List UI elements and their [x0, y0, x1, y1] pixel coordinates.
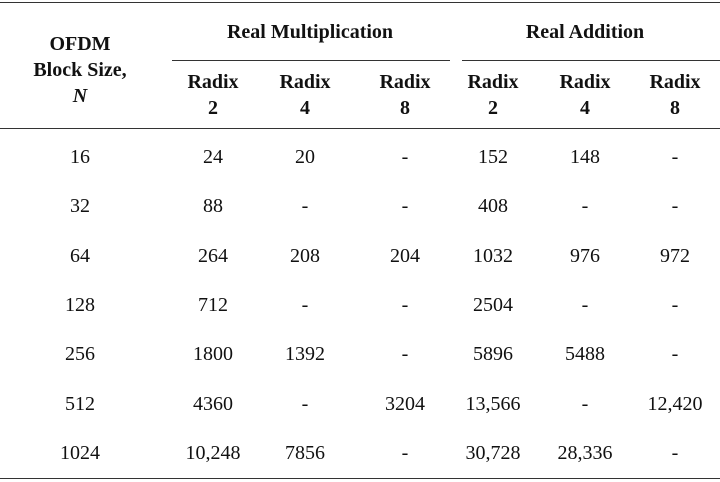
data-cell: - [301, 392, 309, 415]
subheader-word: Radix [467, 71, 519, 93]
subheader-number: 2 [488, 97, 498, 119]
group-header: Real Addition [525, 21, 645, 43]
data-cell: 24 [203, 146, 223, 168]
data-cell: 152 [478, 146, 508, 168]
data-cell: - [581, 195, 589, 218]
data-cell: 1032 [473, 244, 513, 267]
row-label: 64 [70, 244, 90, 267]
data-cell: 208 [290, 244, 320, 267]
row-header-line: Block Size, [33, 59, 127, 81]
data-cell: - [401, 343, 409, 366]
top-rule [0, 2, 720, 3]
data-cell: 3204 [385, 392, 425, 415]
subheader-number: 8 [670, 97, 680, 119]
group-header: Real Multiplication [226, 21, 394, 43]
group-rule [172, 60, 450, 61]
data-cell: 13,566 [465, 392, 521, 415]
data-cell: 7856 [285, 441, 325, 464]
data-cell: 88 [203, 195, 223, 218]
data-cell: 264 [198, 244, 228, 267]
bottom-rule [0, 478, 720, 479]
data-cell: 408 [478, 195, 508, 218]
data-cell: 976 [570, 244, 600, 267]
data-cell: 5488 [565, 343, 605, 366]
data-cell: - [401, 293, 409, 316]
row-label: 16 [70, 146, 90, 168]
data-cell: - [581, 392, 589, 415]
subheader: Radix 4 [559, 69, 610, 121]
data-cell: 28,336 [557, 441, 613, 464]
row-label: 512 [65, 392, 95, 415]
subheader-word: Radix [379, 71, 431, 93]
data-cell: 204 [390, 244, 420, 267]
row-label: 128 [65, 293, 95, 316]
data-cell: 712 [198, 293, 228, 316]
data-cell: 1800 [193, 343, 233, 366]
data-cell: - [671, 343, 679, 366]
row-label: 1024 [60, 441, 100, 464]
data-cell: - [671, 195, 679, 218]
data-cell: - [671, 441, 679, 464]
data-cell: 30,728 [465, 441, 521, 464]
data-cell: 12,420 [647, 392, 703, 415]
data-cell: 5896 [473, 343, 513, 366]
subheader: Radix 8 [379, 69, 430, 121]
row-label: 32 [70, 195, 90, 218]
row-header-line: OFDM [49, 33, 111, 55]
data-cell: 972 [660, 244, 690, 267]
subheader: Radix 4 [279, 69, 330, 121]
data-cell: - [671, 146, 679, 168]
data-cell: - [401, 146, 409, 168]
subheader: Radix 2 [187, 69, 238, 121]
data-cell: - [671, 293, 679, 316]
data-cell: 10,248 [185, 441, 241, 464]
row-label: 256 [65, 343, 95, 366]
subheader-word: Radix [187, 71, 239, 93]
subheader: Radix 8 [649, 69, 700, 121]
data-cell: - [301, 195, 309, 218]
subheader-word: Radix [649, 71, 701, 93]
data-cell: - [301, 293, 309, 316]
subheader-number: 2 [208, 97, 218, 119]
data-cell: - [401, 195, 409, 218]
data-cell: 4360 [193, 392, 233, 415]
subheader-number: 8 [400, 97, 410, 119]
data-cell: 20 [295, 146, 315, 168]
subheader-word: Radix [559, 71, 611, 93]
subheader: Radix 2 [467, 69, 518, 121]
group-rule [462, 60, 720, 61]
data-cell: 148 [570, 146, 600, 168]
data-cell: 2504 [473, 293, 513, 316]
row-header: OFDM Block Size, N [33, 31, 126, 109]
data-cell: - [581, 293, 589, 316]
subheader-number: 4 [580, 97, 590, 119]
header-rule [0, 128, 720, 129]
subheader-word: Radix [279, 71, 331, 93]
row-header-symbol: N [72, 85, 88, 107]
data-cell: 1392 [285, 343, 325, 366]
data-cell: - [401, 441, 409, 464]
subheader-number: 4 [300, 97, 310, 119]
